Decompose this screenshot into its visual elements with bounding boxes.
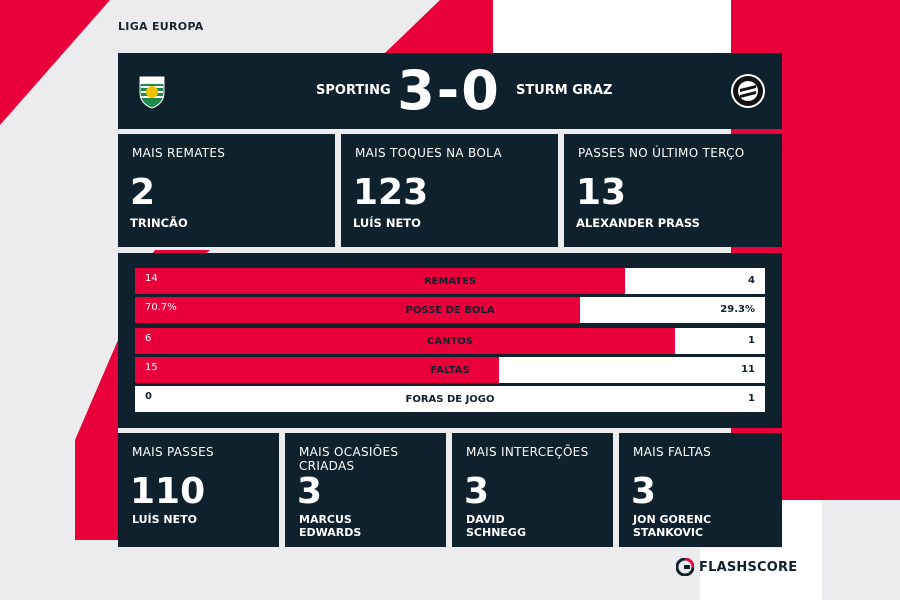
stat-away-value: 1: [748, 335, 755, 346]
card-value: 123: [353, 172, 429, 213]
card-title: MAIS REMATES: [132, 146, 226, 160]
card-title: MAIS OCASIÕES CRIADAS: [299, 445, 399, 473]
home-share-bar: [135, 268, 626, 294]
stat-row-corners: 6 CANTOS 1: [135, 328, 765, 354]
stat-away-value: 1: [748, 393, 755, 404]
stat-away-value: 4: [748, 275, 755, 286]
home-team-name: SPORTING: [316, 83, 391, 98]
stat-label: POSSE DE BOLA: [405, 305, 495, 316]
card-title: MAIS INTERCEÇÕES: [466, 445, 589, 459]
bottom-card-most-passes: MAIS PASSES 110 LUÍS NETO: [118, 433, 279, 547]
home-share-bar: [135, 297, 581, 323]
card-value: 3: [297, 471, 323, 512]
card-value: 3: [631, 471, 657, 512]
stat-home-value: 70.7%: [145, 302, 177, 313]
card-value: 110: [130, 471, 206, 512]
home-share-bar: [135, 328, 675, 354]
card-value: 3: [464, 471, 490, 512]
sporting-crest-icon: [139, 76, 165, 109]
card-player: LUÍS NETO: [132, 513, 197, 526]
top-card-final-third-passes: PASSES NO ÚLTIMO TERÇO 13 ALEXANDER PRAS…: [564, 134, 782, 247]
card-player: MARCUS EDWARDS: [299, 513, 362, 539]
card-title: PASSES NO ÚLTIMO TERÇO: [578, 146, 745, 160]
top-card-most-touches: MAIS TOQUES NA BOLA 123 LUÍS NETO: [341, 134, 558, 247]
card-title: MAIS FALTAS: [633, 445, 712, 459]
top-card-most-shots: MAIS REMATES 2 TRINCÃO: [118, 134, 335, 247]
stat-home-value: 0: [145, 391, 152, 402]
card-player: DAVID SCHNEGG: [466, 513, 526, 539]
stat-label: CANTOS: [427, 336, 473, 347]
card-value: 2: [130, 172, 156, 213]
stats-panel: 14 REMATES 4 70.7% POSSE DE BOLA 29.3% 6…: [118, 253, 782, 428]
stat-label: FALTAS: [430, 365, 470, 376]
league-name: LIGA EUROPA: [118, 20, 204, 33]
home-share-bar: [135, 357, 499, 383]
match-score: 3-0: [397, 59, 501, 122]
stat-away-value: 29.3%: [720, 304, 755, 315]
bottom-card-most-fouls: MAIS FALTAS 3 JON GORENC STANKOVIC: [619, 433, 782, 547]
flashscore-logo-icon: [676, 558, 694, 576]
brand-name: FLASHSCORE: [699, 559, 798, 575]
flashscore-brand: FLASHSCORE: [676, 558, 797, 576]
card-title: MAIS PASSES: [132, 445, 214, 459]
stat-home-value: 15: [145, 362, 158, 373]
scoreboard: SPORTING 3-0 STURM GRAZ: [118, 53, 782, 129]
stat-row-fouls: 15 FALTAS 11: [135, 357, 765, 383]
stat-home-value: 6: [145, 333, 152, 344]
stat-away-value: 11: [741, 364, 755, 375]
stat-row-shots: 14 REMATES 4: [135, 268, 765, 294]
stat-label: REMATES: [423, 276, 477, 287]
stat-label: FORAS DE JOGO: [405, 394, 495, 405]
stat-home-value: 14: [145, 273, 158, 284]
card-value: 13: [576, 172, 627, 213]
card-player: LUÍS NETO: [353, 216, 421, 230]
stat-row-possession: 70.7% POSSE DE BOLA 29.3%: [135, 297, 765, 323]
bottom-card-interceptions: MAIS INTERCEÇÕES 3 DAVID SCHNEGG: [452, 433, 613, 547]
card-player: TRINCÃO: [130, 216, 188, 230]
away-team-name: STURM GRAZ: [516, 83, 613, 98]
sturm-graz-crest-icon: [731, 74, 765, 108]
card-title: MAIS TOQUES NA BOLA: [355, 146, 502, 160]
stat-row-offsides: 0 FORAS DE JOGO 1: [135, 386, 765, 412]
bottom-card-chances-created: MAIS OCASIÕES CRIADAS 3 MARCUS EDWARDS: [285, 433, 446, 547]
card-player: JON GORENC STANKOVIC: [633, 513, 712, 539]
card-player: ALEXANDER PRASS: [576, 216, 700, 230]
